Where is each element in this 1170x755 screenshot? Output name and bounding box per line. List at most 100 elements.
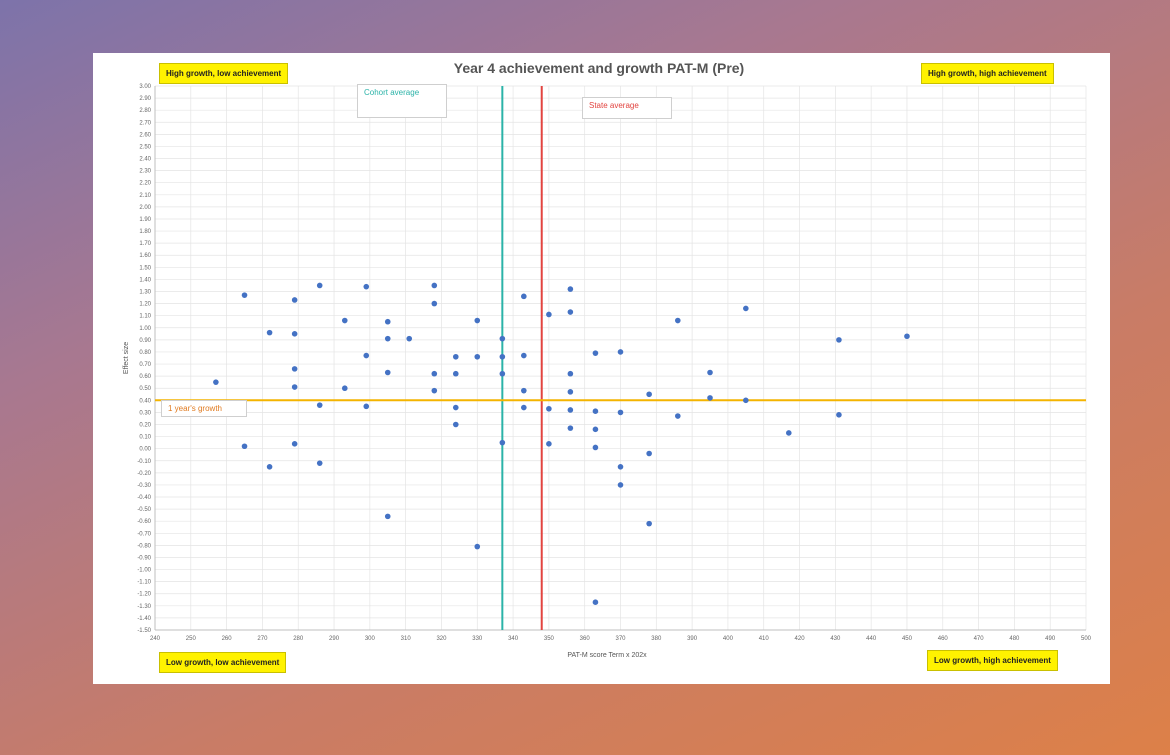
x-tick-label: 440 (866, 636, 877, 642)
data-point (384, 513, 391, 520)
y-tick-label: 2.80 (139, 108, 151, 114)
data-point (592, 426, 599, 433)
data-point (707, 369, 713, 376)
y-tick-label: -1.00 (137, 568, 151, 574)
y-tick-label: -0.80 (137, 543, 151, 549)
x-tick-label: 280 (293, 636, 304, 642)
y-tick-label: -0.70 (137, 531, 151, 537)
data-point (617, 482, 624, 488)
y-tick-label: 2.10 (139, 193, 151, 199)
data-point (499, 335, 506, 342)
data-point (291, 331, 298, 337)
x-tick-label: 340 (508, 636, 519, 642)
data-point (431, 282, 438, 289)
x-tick-label: 480 (1009, 636, 1020, 642)
y-tick-label: 1.40 (139, 277, 151, 283)
y-tick-label: 0.00 (139, 447, 151, 453)
y-tick-label: -0.40 (137, 495, 151, 501)
x-tick-label: 370 (615, 636, 626, 642)
x-tick-label: 290 (329, 636, 340, 642)
data-point (521, 352, 527, 359)
x-tick-label: 430 (830, 636, 841, 642)
y-tick-label: 0.80 (139, 350, 151, 356)
x-tick-label: 250 (186, 636, 197, 642)
y-tick-label: 2.20 (139, 181, 151, 187)
data-point (521, 293, 527, 300)
data-point (363, 352, 370, 359)
y-tick-label: 0.90 (139, 338, 151, 344)
y-tick-label: -0.20 (137, 471, 151, 477)
y-tick-label: 0.20 (139, 422, 151, 428)
quadrant-label-bottom-right: Low growth, high achievement (927, 650, 1058, 671)
data-point (363, 283, 370, 290)
data-point (646, 520, 652, 527)
data-point (785, 430, 792, 436)
y-tick-label: 1.30 (139, 290, 151, 296)
data-point (431, 370, 438, 377)
state-average-label: State average (582, 97, 672, 119)
y-tick-label: 3.00 (139, 84, 151, 90)
x-tick-label: 240 (150, 636, 161, 642)
y-tick-label: -0.10 (137, 459, 151, 465)
x-tick-label: 380 (651, 636, 662, 642)
y-tick-label: 0.50 (139, 386, 151, 392)
data-point (674, 317, 681, 324)
data-point (341, 317, 348, 324)
y-tick-labels: -1.50 -1.40 -1.30 -1.20 -1.10 -1.00 -0.90 -0.80… (137, 84, 151, 634)
data-point (499, 439, 506, 446)
data-point (213, 379, 219, 385)
y-tick-label: 2.50 (139, 144, 151, 150)
y-tick-label: -0.50 (137, 507, 151, 513)
data-point (452, 370, 459, 377)
data-point (617, 464, 624, 470)
x-axis-title: PAT-M score Term x 202x (567, 652, 647, 659)
data-point (291, 366, 298, 372)
data-point (546, 405, 552, 412)
x-tick-label: 320 (436, 636, 447, 642)
x-tick-label: 420 (795, 636, 806, 642)
y-tick-label: 2.90 (139, 96, 151, 102)
x-tick-label: 400 (723, 636, 734, 642)
x-tick-label: 310 (401, 636, 412, 642)
data-point (241, 443, 248, 450)
data-points (213, 282, 910, 605)
y-tick-label: -1.30 (137, 604, 151, 610)
data-point (406, 335, 413, 342)
y-tick-label: -1.40 (137, 616, 151, 622)
data-point (474, 317, 481, 324)
y-tick-label: 2.70 (139, 120, 151, 126)
y-tick-label: 2.00 (139, 205, 151, 211)
data-point (567, 425, 574, 431)
y-tick-label: 2.60 (139, 132, 151, 138)
y-tick-label: 1.00 (139, 326, 151, 332)
data-point (546, 441, 552, 447)
data-point (291, 441, 298, 447)
data-point (521, 404, 527, 411)
data-point (452, 353, 459, 360)
data-point (431, 387, 438, 394)
data-point (341, 385, 348, 392)
data-point (499, 353, 506, 360)
data-point (743, 397, 749, 404)
y-tick-label: -1.50 (137, 628, 151, 634)
y-tick-label: 0.10 (139, 435, 151, 441)
y-tick-label: -0.60 (137, 519, 151, 525)
data-point (384, 369, 391, 376)
data-point (836, 412, 842, 418)
data-point (431, 300, 438, 307)
data-point (316, 402, 323, 408)
y-tick-label: 1.70 (139, 241, 151, 247)
data-point (617, 409, 624, 416)
y-tick-label: 0.40 (139, 398, 151, 404)
y-tick-label: 1.20 (139, 302, 151, 308)
data-point (499, 370, 506, 377)
data-point (646, 391, 652, 398)
data-point (567, 309, 574, 315)
chart-panel: Year 4 achievement and growth PAT-M (Pre… (93, 53, 1110, 684)
data-point (567, 370, 574, 377)
data-point (836, 337, 842, 343)
data-point (384, 335, 391, 342)
data-point (743, 305, 749, 312)
x-tick-label: 450 (902, 636, 913, 642)
y-tick-label: 1.80 (139, 229, 151, 235)
